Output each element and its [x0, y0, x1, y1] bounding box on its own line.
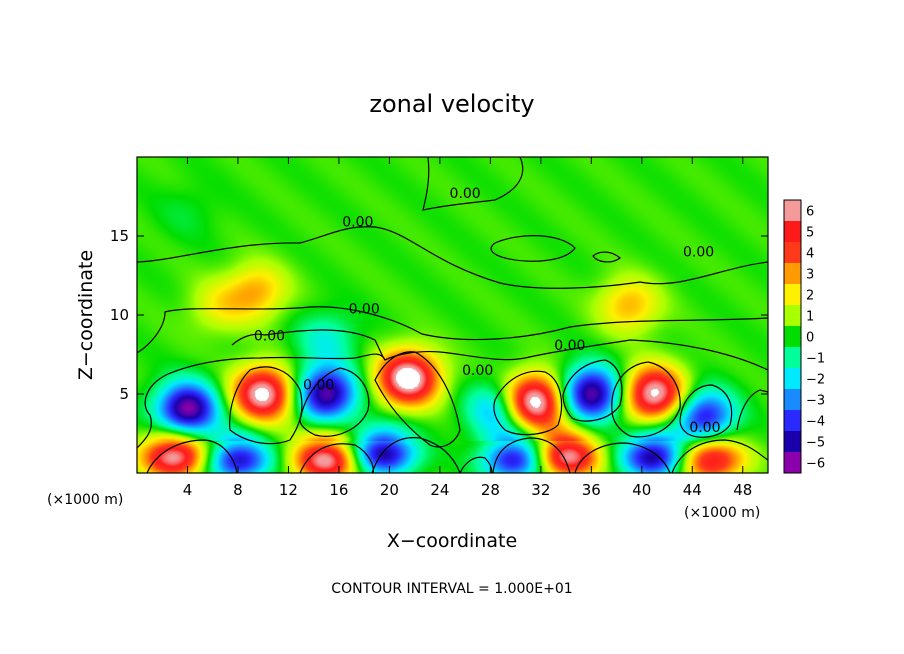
colorbar-swatch: [784, 410, 801, 432]
colorbar-label: −3: [806, 394, 825, 409]
contour-label: 0.00: [683, 245, 714, 261]
contour-line: [137, 306, 768, 354]
colorbar-label: −5: [806, 436, 825, 451]
contour-line: [736, 389, 768, 431]
colorbar-label: 3: [806, 268, 814, 283]
contour-label: 0.00: [554, 338, 585, 354]
x-tick-label: 8: [233, 481, 243, 499]
colorbar-label: −6: [806, 457, 825, 472]
colorbar-swatch: [784, 263, 801, 285]
contour-line: [574, 442, 671, 473]
x-tick-label: 44: [683, 481, 702, 499]
x-tick-label: 40: [632, 481, 651, 499]
x-axis-label: X−coordinate: [387, 530, 517, 552]
contour-line: [231, 329, 768, 371]
x-tick-label: 32: [531, 481, 550, 499]
y-axis-label: Z−coordinate: [75, 250, 97, 380]
x-tick-label: 16: [329, 481, 348, 499]
colorbar-swatch: [784, 326, 801, 348]
x-axis-unit-left: (×1000 m): [47, 492, 123, 508]
x-tick-label: 48: [733, 481, 752, 499]
colorbar-label: −4: [806, 415, 825, 430]
x-tick-label: 24: [430, 481, 449, 499]
colorbar-label: 2: [806, 289, 814, 304]
x-tick-label: 28: [481, 481, 500, 499]
contour-label: 0.00: [254, 328, 285, 344]
contour-label: 0.00: [462, 363, 493, 379]
y-tick-label: 5: [119, 385, 129, 403]
colorbar-swatch: [784, 200, 801, 222]
colorbar-label: −2: [806, 373, 825, 388]
contour-line: [371, 437, 461, 473]
y-axis-ticks: 5 10 15: [110, 227, 768, 403]
heatmap-field: [137, 157, 768, 473]
contour-line: [137, 226, 768, 289]
colorbar-swatch: [784, 368, 801, 390]
colorbar-swatch: [784, 389, 801, 411]
zero-contours: [137, 157, 768, 473]
contour-line: [229, 366, 303, 445]
colorbar-swatch: [784, 305, 801, 327]
colorbar-label: 4: [806, 247, 814, 262]
colorbar-label: 0: [806, 331, 814, 346]
contour-line: [146, 439, 238, 473]
contour-line: [492, 437, 571, 473]
contour-line: [422, 157, 524, 211]
colorbar-swatch: [784, 431, 801, 453]
contour-line: [490, 235, 576, 262]
x-tick-label: 12: [279, 481, 298, 499]
contour-line: [137, 353, 386, 449]
colorbar-label: 5: [806, 226, 814, 241]
contour-line: [671, 439, 768, 473]
contour-line: [493, 370, 563, 436]
contour-label: 0.00: [689, 420, 720, 436]
colorbar-label: 6: [806, 205, 814, 220]
chart-title: zonal velocity: [369, 90, 534, 118]
contour-label: 0.00: [342, 215, 373, 231]
colorbar-label: 1: [806, 310, 814, 325]
colorbar-label: −1: [806, 352, 825, 367]
contour-label: 0.00: [349, 301, 380, 317]
x-axis-unit-right: (×1000 m): [684, 505, 760, 521]
contour-labels: 0.00 0.00 0.00 0.00 0.00 0.00 0.00 0.00 0.00: [254, 186, 721, 436]
contour-line: [299, 443, 375, 473]
contour-label: 0.00: [450, 186, 481, 202]
contour-line: [299, 367, 370, 437]
colorbar-swatch: [784, 221, 801, 243]
contour-line: [459, 456, 493, 473]
contour-line: [592, 251, 621, 263]
contour-line: [679, 384, 733, 438]
contour-line: [611, 361, 681, 438]
x-axis-ticks: 4 8 12 16 20 24 28 32 36 40 44 48: [183, 157, 752, 499]
contour-line: [562, 359, 623, 422]
colorbar-swatch: [784, 284, 801, 306]
colorbar-swatch: [784, 452, 801, 474]
colorbar-swatch: [784, 242, 801, 264]
x-tick-label: 36: [582, 481, 601, 499]
contour-interval-note: CONTOUR INTERVAL = 1.000E+01: [331, 581, 572, 597]
colorbar-frame: [783, 199, 802, 474]
colorbar: 6 5 4 3 2 1 0 −1 −2 −3 −4 −5 −6: [783, 199, 825, 474]
contour-line: [374, 351, 461, 448]
contour-label: 0.00: [303, 377, 334, 393]
x-tick-label: 4: [183, 481, 193, 499]
colorbar-swatch: [784, 347, 801, 369]
y-tick-label: 10: [110, 306, 129, 324]
x-tick-label: 20: [380, 481, 399, 499]
y-tick-label: 15: [110, 227, 129, 245]
